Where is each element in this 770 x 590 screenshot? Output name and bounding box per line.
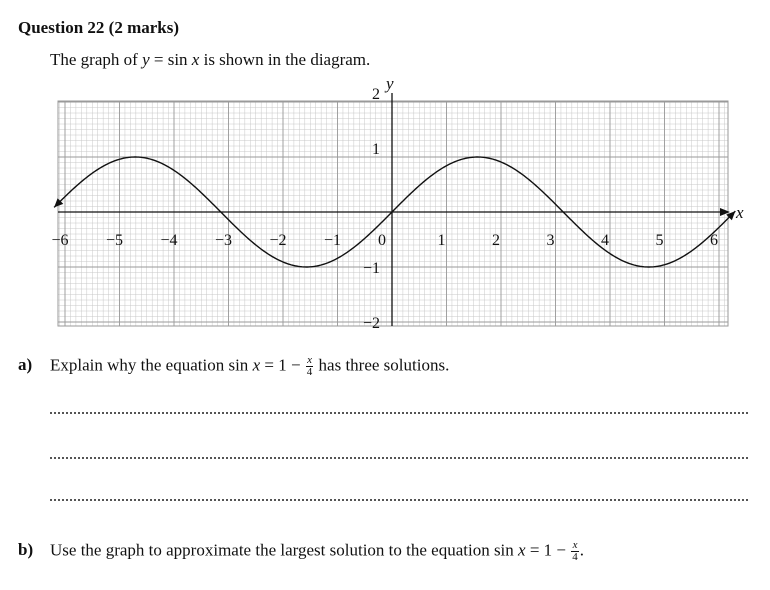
- part-a-frac-den: 4: [306, 366, 313, 378]
- graph-axes: xy: [58, 74, 744, 326]
- x-tick-label: −1: [324, 232, 341, 249]
- graph-grid-minor: [58, 101, 728, 326]
- intro-var-x: x: [191, 50, 200, 69]
- question-intro: The graph of y = sin x is shown in the d…: [50, 50, 370, 70]
- curve-arrow-right: [726, 211, 736, 221]
- part-b-label: b): [18, 540, 34, 559]
- x-tick-label: 2: [492, 232, 500, 249]
- part-b-text-post: .: [579, 540, 585, 560]
- intro-eq: = sin: [149, 50, 192, 69]
- part-b-var: x: [518, 540, 526, 560]
- part-a-text-mid: = 1 −: [260, 355, 305, 375]
- y-axis-label: y: [384, 74, 394, 93]
- part-b-text-mid: = 1 −: [525, 540, 571, 560]
- graph-tick-labels: −6 −5 −4 −3 −2 −1 1 2 3 4 5 6 0 2 1 −1 −2: [51, 86, 718, 332]
- y-tick-label: 1: [372, 141, 380, 158]
- x-tick-label: −6: [51, 232, 68, 249]
- answer-line-2[interactable]: [50, 457, 748, 459]
- part-a-text-post: has three solutions.: [314, 355, 450, 375]
- x-tick-label: 1: [438, 232, 446, 249]
- sine-curve: [53, 156, 736, 268]
- intro-var-y: y: [142, 50, 150, 69]
- x-tick-label: −5: [106, 232, 123, 249]
- intro-pre: The graph of: [50, 50, 143, 69]
- curve-arrow-left: [54, 198, 64, 208]
- part-b-frac-den: 4: [572, 551, 578, 563]
- x-tick-label: 3: [547, 232, 555, 249]
- x-tick-label: −4: [160, 232, 177, 249]
- y-tick-label: −1: [363, 260, 380, 277]
- part-b-text-pre: Use the graph to approximate the largest…: [50, 540, 519, 560]
- part-a-label: a): [18, 355, 33, 374]
- part-a-frac-num: x: [305, 354, 314, 367]
- x-tick-label: −2: [269, 232, 286, 249]
- graph-frame: [57, 100, 729, 327]
- answer-line-1[interactable]: [50, 412, 748, 414]
- intro-post: is shown in the diagram.: [199, 50, 371, 69]
- part-b-question: Use the graph to approximate the largest…: [50, 540, 584, 563]
- y-tick-label: −2: [363, 315, 380, 332]
- x-tick-label: 5: [656, 232, 664, 249]
- x-tick-label: −3: [215, 232, 232, 249]
- origin-label: 0: [378, 232, 386, 249]
- answer-line-3[interactable]: [50, 499, 748, 501]
- y-tick-label: 2: [372, 86, 380, 103]
- curve-arrows: [54, 198, 736, 221]
- part-a-text-pre: Explain why the equation sin: [50, 355, 253, 375]
- x-tick-label: 4: [601, 232, 609, 249]
- x-axis-arrow: [720, 208, 730, 216]
- part-a-var: x: [252, 355, 261, 375]
- part-b-frac-num: x: [571, 539, 579, 552]
- x-axis-label: x: [735, 203, 744, 222]
- x-tick-label: 6: [710, 232, 718, 249]
- question-title: Question 22 (2 marks): [18, 18, 180, 37]
